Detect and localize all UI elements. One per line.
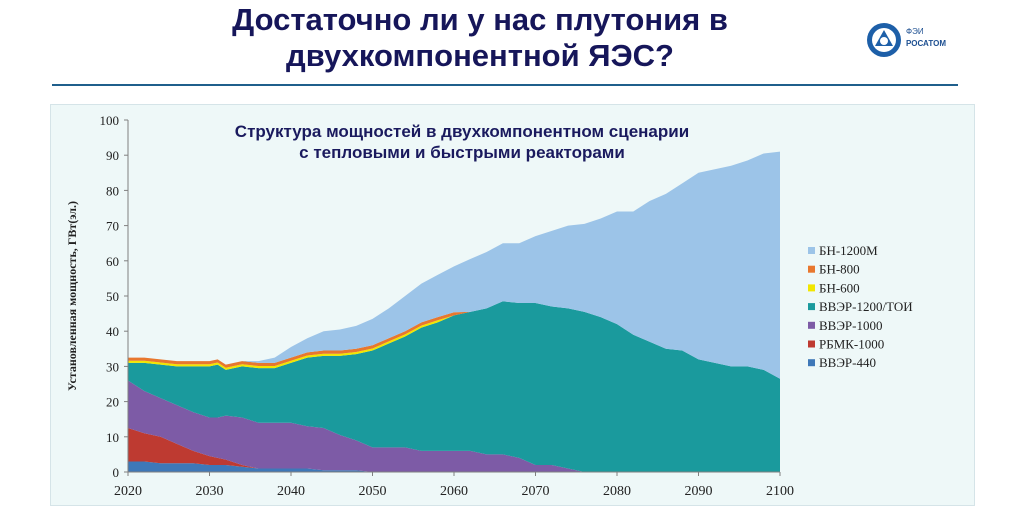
- legend-swatch: [808, 265, 815, 273]
- y-tick-label: 40: [106, 324, 119, 339]
- legend-swatch: [808, 247, 815, 254]
- slide-title-line1: Достаточно ли у нас плутония в: [232, 2, 728, 37]
- x-tick-label: 2060: [440, 484, 468, 499]
- legend-swatch: [808, 303, 815, 311]
- y-tick-label: 100: [100, 113, 120, 128]
- x-tick-label: 2040: [277, 484, 305, 499]
- legend-label: БН-600: [819, 280, 860, 295]
- legend-swatch: [808, 340, 815, 348]
- y-tick-label: 0: [113, 465, 120, 480]
- x-tick-label: 2030: [196, 484, 224, 499]
- y-axis-label: Установленная мощность, ГВт(эл.): [65, 201, 79, 391]
- area-series-3: [128, 301, 780, 472]
- area-series-6: [128, 151, 780, 379]
- y-tick-label: 30: [106, 359, 119, 374]
- logo-text-fei: ФЭИ: [906, 27, 924, 36]
- legend-swatch: [808, 359, 815, 367]
- x-tick-label: 2100: [766, 484, 794, 499]
- area-series-5: [128, 301, 780, 379]
- slide-title-line2: двухкомпонентной ЯЭС?: [286, 38, 674, 73]
- legend-label: БН-1200М: [819, 243, 878, 258]
- legend-label: РБМК-1000: [819, 337, 884, 352]
- rosatom-logo: ФЭИ РОСАТОМ: [866, 22, 956, 62]
- y-tick-label: 80: [106, 183, 119, 198]
- y-tick-label: 10: [106, 430, 119, 445]
- legend-label: ВВЭР-440: [819, 355, 876, 370]
- y-tick-label: 60: [106, 254, 119, 269]
- chart-title-line1: Структура мощностей в двухкомпонентном с…: [235, 122, 689, 141]
- logo-text-rosatom: РОСАТОМ: [906, 39, 946, 48]
- x-tick-label: 2080: [603, 484, 631, 499]
- x-tick-labels: 2020 2030 2040 2050 2060 2070 2080 2090 2100: [114, 472, 794, 499]
- legend-swatch: [808, 321, 815, 329]
- chart-title-line2: с тепловыми и быстрыми реакторами: [299, 143, 625, 162]
- slide-title: Достаточно ли у нас плутония в двухкомпо…: [120, 2, 840, 74]
- legend-label: БН-800: [819, 262, 860, 277]
- x-tick-label: 2050: [359, 484, 387, 499]
- title-divider: [52, 84, 958, 86]
- x-tick-label: 2090: [685, 484, 713, 499]
- legend-label: ВВЭР-1000: [819, 318, 882, 333]
- x-tick-label: 2020: [114, 484, 142, 499]
- legend-label: ВВЭР-1200/ТОИ: [819, 299, 913, 314]
- y-tick-labels: 0 10 20 30 40 50 60 70 80 90 100: [100, 113, 128, 480]
- area-series-0: [128, 461, 780, 472]
- y-tick-label: 50: [106, 289, 119, 304]
- legend: БН-1200М БН-800 БН-600 ВВЭР-1200/ТОИ ВВЭР-10…: [808, 243, 913, 370]
- area-series-2: [128, 380, 780, 472]
- x-tick-label: 2070: [522, 484, 550, 499]
- y-tick-label: 70: [106, 219, 119, 234]
- chart-areas: [128, 151, 780, 472]
- y-tick-label: 20: [106, 395, 119, 410]
- rosatom-emblem-icon: [867, 23, 901, 57]
- y-tick-label: 90: [106, 148, 119, 163]
- legend-swatch: [808, 284, 815, 292]
